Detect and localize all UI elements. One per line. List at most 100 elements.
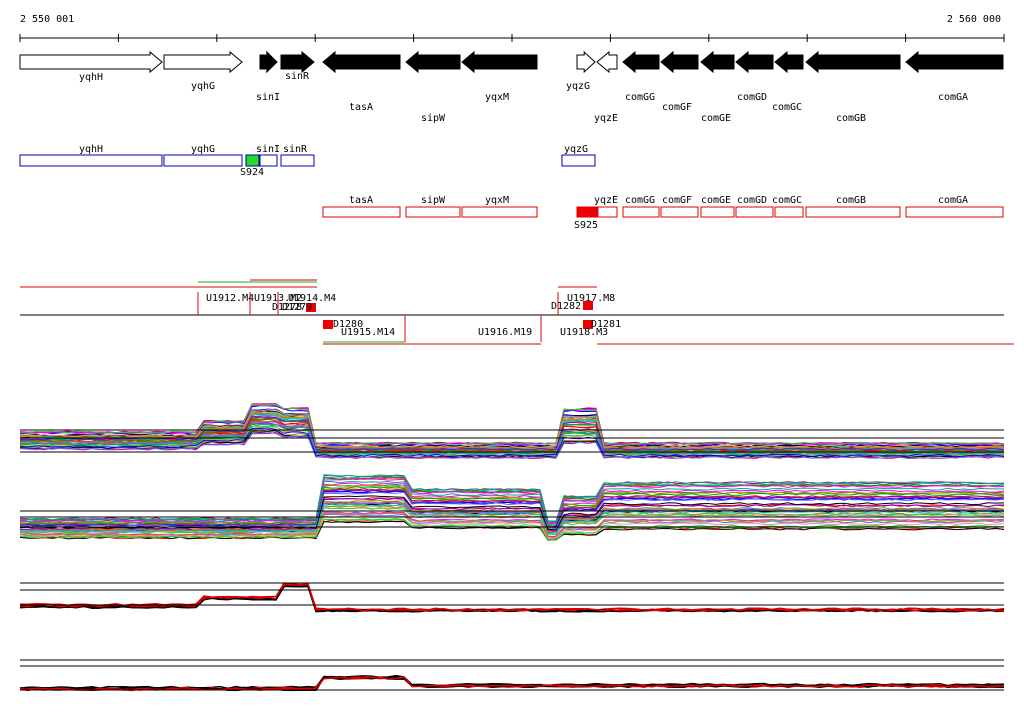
expression-line [19,582,1005,612]
red-feature-label: comGG [625,195,655,206]
expression-line [19,488,1005,528]
red-feature-label: comGE [701,195,731,206]
segment-block [583,301,593,310]
red-feature-label: comGB [836,195,866,206]
blue-feature [163,154,243,167]
gene-arrow [700,50,735,74]
gene-label: yqhH [79,72,103,83]
expression-line [19,495,1005,531]
ruler-end: 2 560 000 [947,14,1001,25]
expression-line [19,427,1005,457]
segment-label: U1916.M19 [478,327,532,338]
expression-line [19,511,1005,538]
expression-line [19,491,1005,530]
expression-line [19,520,1005,541]
gene-arrow [322,50,401,74]
expression-line [19,431,1005,459]
red-feature [461,206,538,218]
red-feature [622,206,660,218]
blue-segment [245,154,260,167]
segment-label: D1280 [333,319,363,330]
expression-line [19,403,1005,446]
blue-feature-label: sinI [256,144,280,155]
gene-arrow [735,50,774,74]
red-feature [905,206,1004,218]
expression-line [19,425,1005,457]
expression-line [19,503,1005,534]
segment-label: D1281 [591,319,621,330]
segment-label: U1915.M14 [341,327,395,338]
gene-label: comGG [625,92,655,103]
segment-label: U1917.M8 [567,293,615,304]
gene-label: tasA [349,102,373,113]
red-feature [660,206,699,218]
expression-line [19,415,1005,451]
gene-arrow [405,50,461,74]
red-feature-label: yqzE [594,195,618,206]
expression-line [19,478,1005,524]
gene-arrow [19,50,163,74]
red-feature-label: comGF [662,195,692,206]
gene-label: comGE [701,113,731,124]
gene-label: comGB [836,113,866,124]
blue-feature [280,154,315,167]
expression-line [19,676,1005,691]
expression-line [19,515,1005,540]
gene-label: yqhG [191,81,215,92]
ruler-start: 2 550 001 [20,14,74,25]
red-segment [576,206,599,218]
segment-label: D1282 [551,301,581,312]
gene-label: comGA [938,92,968,103]
segment-block [323,320,333,329]
segment-label: D1279 [282,302,312,313]
expression-line [19,497,1005,532]
gene-label: sinR [285,71,310,82]
gene-label: yqzG [566,81,590,92]
segment-label: U1914.M4 [288,293,336,304]
blue-feature [561,154,596,167]
red-feature-label: yqxM [485,195,509,206]
red-feature-label: comGC [772,195,802,206]
expression-line [19,501,1005,534]
red-feature-label: comGD [737,195,767,206]
segment-label: U1912.M4 [206,293,254,304]
red-feature [596,206,618,218]
segment-label: D1278 [272,302,302,313]
red-segment-label: S925 [574,220,598,231]
segment-block [306,303,316,312]
red-feature [735,206,774,218]
blue-feature-label: yqhG [191,144,215,155]
gene-arrow [280,50,315,74]
gene-label: comGF [662,102,692,113]
gene-arrow [576,50,596,74]
gene-arrow [163,50,243,74]
red-feature-label: tasA [349,195,373,206]
gene-arrow [622,50,660,74]
segment-block [583,320,593,329]
blue-feature-label: yqhH [79,144,103,155]
gene-label: sipW [421,113,446,124]
blue-feature [19,154,163,167]
blue-feature-label: sinR [283,144,308,155]
gene-arrow [660,50,699,74]
expression-line [19,404,1005,446]
red-feature [805,206,901,218]
gene-label: comGD [737,92,767,103]
gene-arrow [596,50,618,74]
gene-label: comGC [772,102,802,113]
gene-arrow [259,50,278,74]
red-feature [700,206,735,218]
gene-arrow [461,50,538,74]
gene-arrow [774,50,804,74]
red-feature [405,206,461,218]
blue-segment-label: S924 [240,167,264,178]
segment-label: U1913.M2 [254,293,302,304]
blue-feature-label: yqzG [564,144,588,155]
gene-label: yqxM [485,92,509,103]
red-feature-label: sipW [421,195,446,206]
blue-feature [259,154,278,167]
red-feature-label: comGA [938,195,968,206]
segment-label: U1918.M3 [560,327,608,338]
red-feature [322,206,401,218]
